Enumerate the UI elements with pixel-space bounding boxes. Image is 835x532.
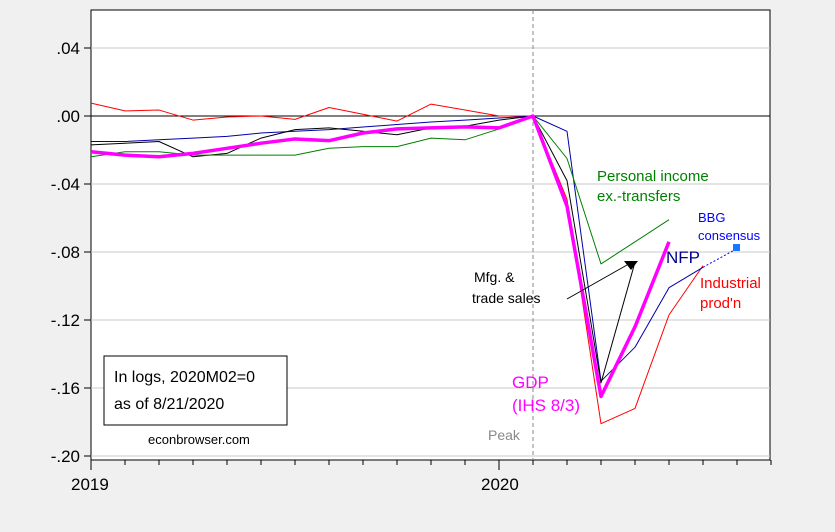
peak-label: Peak (488, 427, 521, 443)
y-tick-label: -.08 (51, 243, 80, 262)
series-gdp-ihs-8-3- (90, 114, 671, 399)
series-bbg-consensus (702, 248, 738, 268)
y-tick-label: -.16 (51, 379, 80, 398)
bbg-marker (733, 244, 740, 251)
source-label: econbrowser.com (148, 432, 250, 447)
x-tick-label: 2019 (71, 475, 109, 494)
note-line-2: as of 8/21/2020 (114, 396, 224, 413)
series-industrial-prod-n (90, 102, 704, 425)
x-tick-label: 2020 (481, 475, 519, 494)
note-box (103, 355, 288, 426)
mts-label-1: Mfg. & (474, 269, 515, 285)
mts-label-2: trade sales (472, 290, 540, 306)
y-tick-label: -.04 (51, 175, 80, 194)
gdp-label-1: GDP (512, 373, 549, 392)
y-tick-label: .04 (56, 39, 80, 58)
pi-label-2: ex.-transfers (597, 188, 680, 205)
y-tick-label: -.12 (51, 311, 80, 330)
arrow-head-icon (624, 261, 638, 270)
bbg-label-2: consensus (698, 228, 761, 243)
pi-label-1: Personal income (597, 168, 709, 185)
gdp-label-2: (IHS 8/3) (512, 396, 580, 415)
nfp-label: NFP (666, 248, 700, 267)
note-line-1: In logs, 2020M02=0 (114, 369, 255, 386)
y-tick-label: -.20 (51, 447, 80, 466)
ip-label-1: Industrial (700, 275, 761, 292)
y-tick-label: .00 (56, 107, 80, 126)
ip-label-2: prod'n (700, 295, 741, 312)
sales-arrow-line (566, 264, 628, 300)
bbg-label-1: BBG (698, 210, 725, 225)
